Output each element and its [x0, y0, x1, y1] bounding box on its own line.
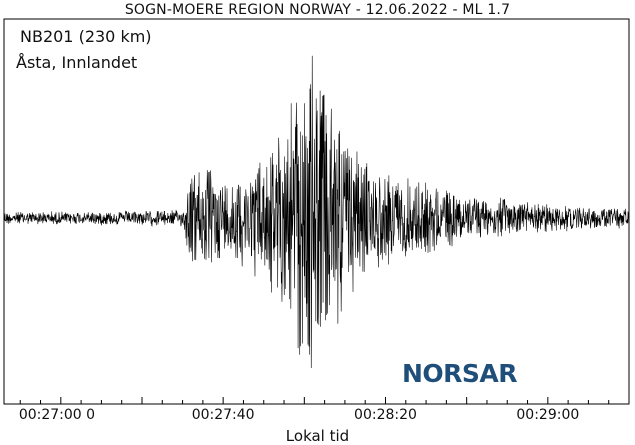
plot-frame [3, 18, 630, 405]
x-axis-ticks [19, 397, 630, 404]
chart-title: SOGN-MOERE REGION NORWAY - 12.06.2022 - … [124, 2, 511, 18]
x-tick-label: 00:29:00 [516, 407, 580, 423]
norsar-logo: NORSAR [402, 359, 518, 388]
station-label: NB201 (230 km) [20, 27, 152, 46]
x-tick-label: 00:27:40 [191, 407, 255, 423]
seismic-trace [3, 55, 630, 369]
x-tick-label: 00:28:20 [354, 407, 417, 423]
x-axis-label: Lokal tid [285, 427, 350, 445]
location-label: Åsta, Innlandet [16, 53, 138, 72]
x-tick-label: 00:27:00 0 [18, 407, 96, 423]
